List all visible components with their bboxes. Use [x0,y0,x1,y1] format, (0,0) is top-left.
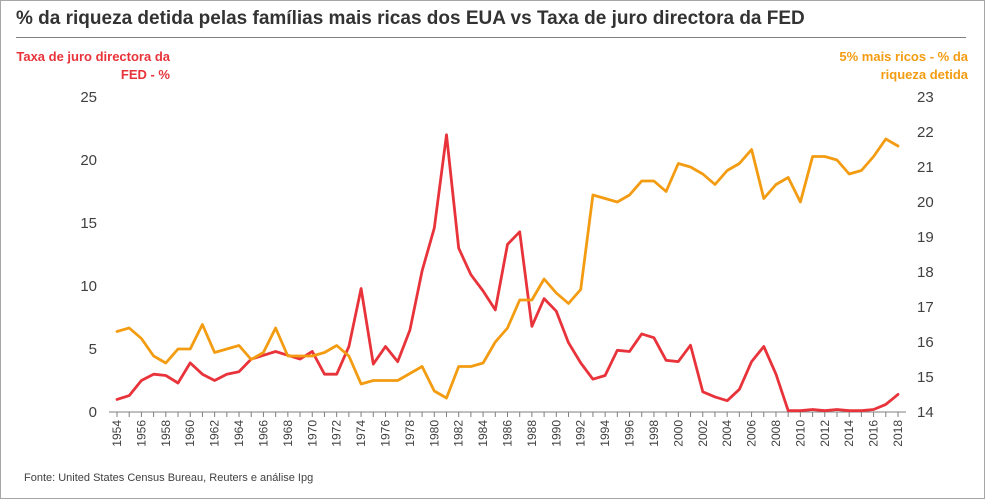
left-tick-label: 20 [80,152,97,169]
left-tick-label: 5 [89,341,97,358]
x-tick-label: 1988 [525,420,539,447]
x-tick-label: 1964 [232,420,246,447]
x-tick-label: 1958 [159,420,173,447]
x-tick-label: 1996 [623,420,637,447]
x-axis-tick-labels: 1954 1956 1958 1960 1962 1964 1966 1968 1970 1972… [110,420,905,447]
title-rule [16,37,966,38]
x-tick-label: 1984 [476,420,490,447]
x-tick-label: 2014 [842,420,856,447]
x-tick-label: 1976 [378,420,392,447]
x-tick-label: 2012 [818,420,832,447]
x-tick-label: 2002 [696,420,710,447]
x-tick-label: 1972 [330,420,344,447]
x-tick-label: 1994 [598,420,612,447]
x-tick-label: 1962 [208,420,222,447]
x-axis-tick-marks [116,412,899,417]
chart-title: % da riqueza detida pelas famílias mais … [16,8,805,29]
x-tick-label: 2018 [891,420,905,447]
x-tick-label: 2006 [745,420,759,447]
right-tick-label: 16 [917,334,934,351]
x-tick-label: 2010 [793,420,807,447]
x-tick-label: 1966 [256,420,270,447]
x-tick-label: 2000 [671,420,685,447]
right-tick-label: 19 [917,229,934,246]
x-tick-label: 1986 [501,420,515,447]
right-tick-label: 14 [917,404,934,421]
right-tick-label: 15 [917,369,934,386]
fed-rate-series-line [115,133,900,413]
wealth-share-series-line [115,137,900,400]
x-tick-label: 1982 [452,420,466,447]
series-layer [115,133,900,413]
right-axis-label: 5% mais ricos - % da riqueza detida [839,49,968,82]
x-tick-label: 1968 [281,420,295,447]
left-axis-ticks: 0 5 10 15 20 25 [80,89,97,421]
left-tick-label: 25 [80,89,97,106]
x-tick-label: 1956 [134,420,148,447]
right-tick-label: 22 [917,124,934,141]
x-tick-label: 1980 [427,420,441,447]
right-tick-label: 23 [917,89,934,106]
left-tick-label: 0 [89,404,97,421]
x-tick-label: 1990 [549,420,563,447]
x-tick-label: 1970 [305,420,319,447]
right-tick-label: 20 [917,194,934,211]
left-tick-label: 15 [80,215,97,232]
x-tick-label: 1978 [403,420,417,447]
right-tick-label: 21 [917,159,934,176]
x-tick-label: 1974 [354,420,368,447]
x-tick-label: 1998 [647,420,661,447]
x-tick-label: 1954 [110,420,124,447]
x-tick-label: 1992 [574,420,588,447]
x-tick-label: 1960 [183,420,197,447]
x-tick-label: 2004 [720,420,734,447]
right-axis-ticks: 14 15 16 17 18 19 20 21 22 23 [917,89,934,421]
right-tick-label: 17 [917,299,934,316]
x-tick-label: 2008 [769,420,783,447]
x-tick-label: 2016 [867,420,881,447]
right-tick-label: 18 [917,264,934,281]
left-tick-label: 10 [80,278,97,295]
source-note: Fonte: United States Census Bureau, Reut… [24,472,314,484]
left-axis-label: Taxa de juro directora da FED - % [16,49,170,82]
